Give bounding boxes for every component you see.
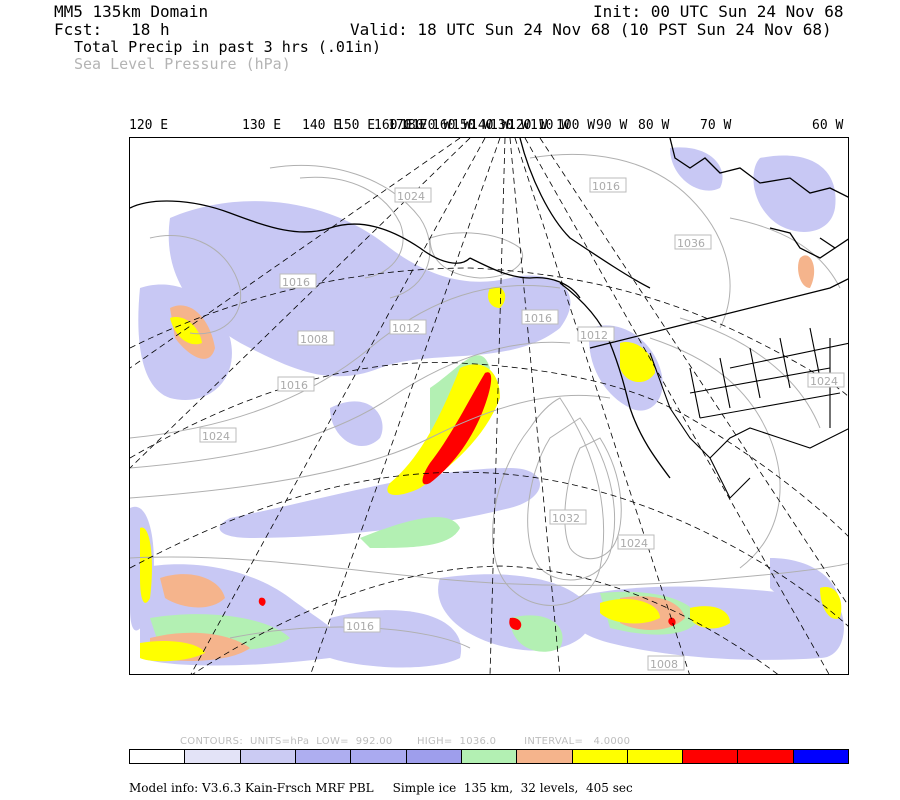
contour-info: CONTOURS: UNITS=hPa LOW= 992.00 HIGH= 10… (180, 736, 630, 747)
lon-label: 170 E (388, 118, 428, 133)
forecast-hour: Fcst: 18 h (54, 20, 170, 39)
pressure-labels: 1024 1008 1016 1012 1024 1016 1036 1016 … (199, 177, 845, 671)
lon-label: 60 W (812, 118, 844, 133)
low-label: LOW= 992.00 (316, 736, 393, 747)
pressure-label: 1012 (392, 322, 420, 335)
colorbar-swatch (517, 750, 573, 763)
colorbar-swatch (351, 750, 407, 763)
colorbar-swatch (738, 750, 794, 763)
state-borders (649, 327, 848, 499)
contours-label: CONTOURS: (180, 736, 243, 747)
colorbar-swatch (683, 750, 739, 763)
pressure-label: 1016 (346, 620, 374, 633)
pressure-label: 1024 (620, 537, 648, 550)
lon-label: 110 W (530, 118, 570, 133)
lon-label: 120 W (508, 118, 548, 133)
pressure-label: 1024 (397, 190, 425, 203)
graticule (130, 138, 848, 674)
colorbar-swatch (185, 750, 241, 763)
lon-label: 120 E (129, 118, 169, 133)
lon-label: 150 E (336, 118, 376, 133)
lon-label: 70 W (700, 118, 732, 133)
units-label: UNITS=hPa (249, 736, 310, 747)
lon-label: 170 W (412, 118, 452, 133)
pressure-label: 1016 (592, 180, 620, 193)
init-time: Init: 00 UTC Sun 24 Nov 68 (593, 2, 844, 21)
pressure-label: 1016 (282, 276, 310, 289)
colorbar-swatch (240, 750, 296, 763)
weather-map: 1024 1008 1016 1012 1024 1016 1036 1016 … (129, 137, 849, 675)
colorbar-swatch (572, 750, 628, 763)
interval-label: INTERVAL= 4.0000 (524, 736, 631, 747)
colorbar-swatch (627, 750, 684, 763)
pressure-label: 1024 (810, 375, 838, 388)
coastlines (130, 138, 848, 479)
lon-label: 100 W (556, 118, 596, 133)
colorbar-swatch (793, 750, 849, 763)
colorbar-swatch (130, 750, 186, 763)
precip-red (258, 372, 676, 630)
pressure-label: 1036 (677, 237, 705, 250)
lon-label: 90 W (596, 118, 628, 133)
pressure-label: 1008 (650, 658, 678, 671)
pressure-label: 1008 (300, 333, 328, 346)
pressure-label: 1016 (524, 312, 552, 325)
map-canvas: 1024 1008 1016 1012 1024 1016 1036 1016 … (130, 138, 848, 674)
pressure-label: 1012 (580, 329, 608, 342)
precip-colorbar (129, 749, 849, 764)
pressure-label: 1032 (552, 512, 580, 525)
lon-label: 180 (400, 118, 424, 133)
high-label: HIGH= 1036.0 (416, 736, 497, 747)
lon-label: 160 W (432, 118, 472, 133)
colorbar-swatch (406, 750, 462, 763)
lon-label: 140 W (470, 118, 510, 133)
pressure-label: 1024 (202, 430, 230, 443)
lon-label: 80 W (638, 118, 670, 133)
colorbar-swatch (295, 750, 352, 763)
lon-label: 140 E (302, 118, 342, 133)
pressure-label: 1016 (280, 379, 308, 392)
lon-label: 160 E (374, 118, 414, 133)
field-secondary-label: Sea Level Pressure (hPa) (74, 55, 291, 73)
field-primary-label: Total Precip in past 3 hrs (.01in) (74, 38, 382, 56)
domain-title: MM5 135km Domain (54, 2, 209, 21)
valid-time: Valid: 18 UTC Sun 24 Nov 68 (10 PST Sun … (350, 20, 832, 39)
colorbar-swatch (461, 750, 518, 763)
model-info: Model info: V3.6.3 Kain-Frsch MRF PBL Si… (129, 781, 633, 795)
lon-label: 130 E (242, 118, 282, 133)
lon-label: 130 W (490, 118, 530, 133)
lon-label: 150 W (452, 118, 492, 133)
